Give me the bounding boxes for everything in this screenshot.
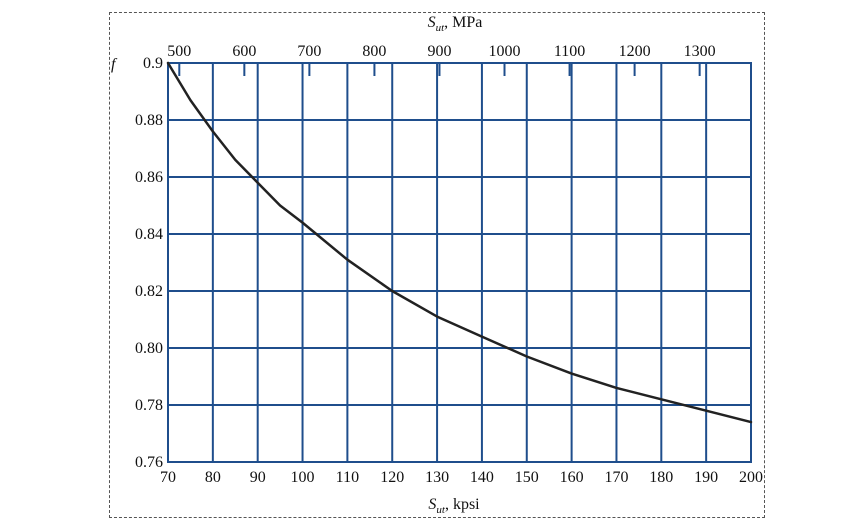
- y-tick-label-0.76: 0.76: [135, 454, 163, 471]
- x-tick-label-70: 70: [160, 469, 176, 486]
- top-tick-label-1300: 1300: [684, 43, 716, 60]
- top-tick-label-1100: 1100: [554, 43, 585, 60]
- x-tick-label-150: 150: [515, 469, 539, 486]
- y-axis-label: f: [111, 56, 118, 73]
- x-tick-label-130: 130: [425, 469, 449, 486]
- top-tick-label-1200: 1200: [619, 43, 651, 60]
- top-tick-label-1000: 1000: [489, 43, 521, 60]
- x-tick-label-200: 200: [739, 469, 763, 486]
- x-tick-label-100: 100: [291, 469, 315, 486]
- top-tick-label-900: 900: [427, 43, 451, 60]
- x-tick-label-90: 90: [250, 469, 266, 486]
- y-tick-label-0.80: 0.80: [135, 340, 163, 357]
- x-tick-label-110: 110: [336, 469, 359, 486]
- top-tick-label-500: 500: [167, 43, 191, 60]
- top-axis-label: Sut, MPa: [428, 14, 483, 34]
- figure-frame: [109, 12, 765, 518]
- y-tick-label-0.88: 0.88: [135, 112, 163, 129]
- plot-border: [167, 62, 752, 463]
- top-tick-label-700: 700: [297, 43, 321, 60]
- x-tick-label-120: 120: [380, 469, 404, 486]
- x-tick-label-80: 80: [205, 469, 221, 486]
- x-tick-label-180: 180: [649, 469, 673, 486]
- bottom-axis-label: Sut, kpsi: [428, 496, 480, 516]
- y-tick-label-0.84: 0.84: [135, 226, 163, 243]
- y-tick-label-0.9: 0.9: [143, 55, 163, 72]
- top-tick-label-600: 600: [232, 43, 256, 60]
- grid: [167, 62, 752, 463]
- x-tick-label-140: 140: [470, 469, 494, 486]
- y-tick-label-0.86: 0.86: [135, 169, 163, 186]
- tick-labels: 70 80 90 100 110 120 130 140 150 160 170 180 190 200 0…: [135, 43, 763, 486]
- x-tick-label-190: 190: [694, 469, 718, 486]
- y-tick-label-0.78: 0.78: [135, 397, 163, 414]
- x-tick-label-160: 160: [560, 469, 584, 486]
- x-tick-label-170: 170: [604, 469, 628, 486]
- series-layer: [166, 61, 753, 424]
- series-line-f: [166, 61, 753, 424]
- top-tick-label-800: 800: [362, 43, 386, 60]
- y-tick-label-0.82: 0.82: [135, 283, 163, 300]
- axis-labels: f Sut, MPa Sut, kpsi: [111, 14, 482, 516]
